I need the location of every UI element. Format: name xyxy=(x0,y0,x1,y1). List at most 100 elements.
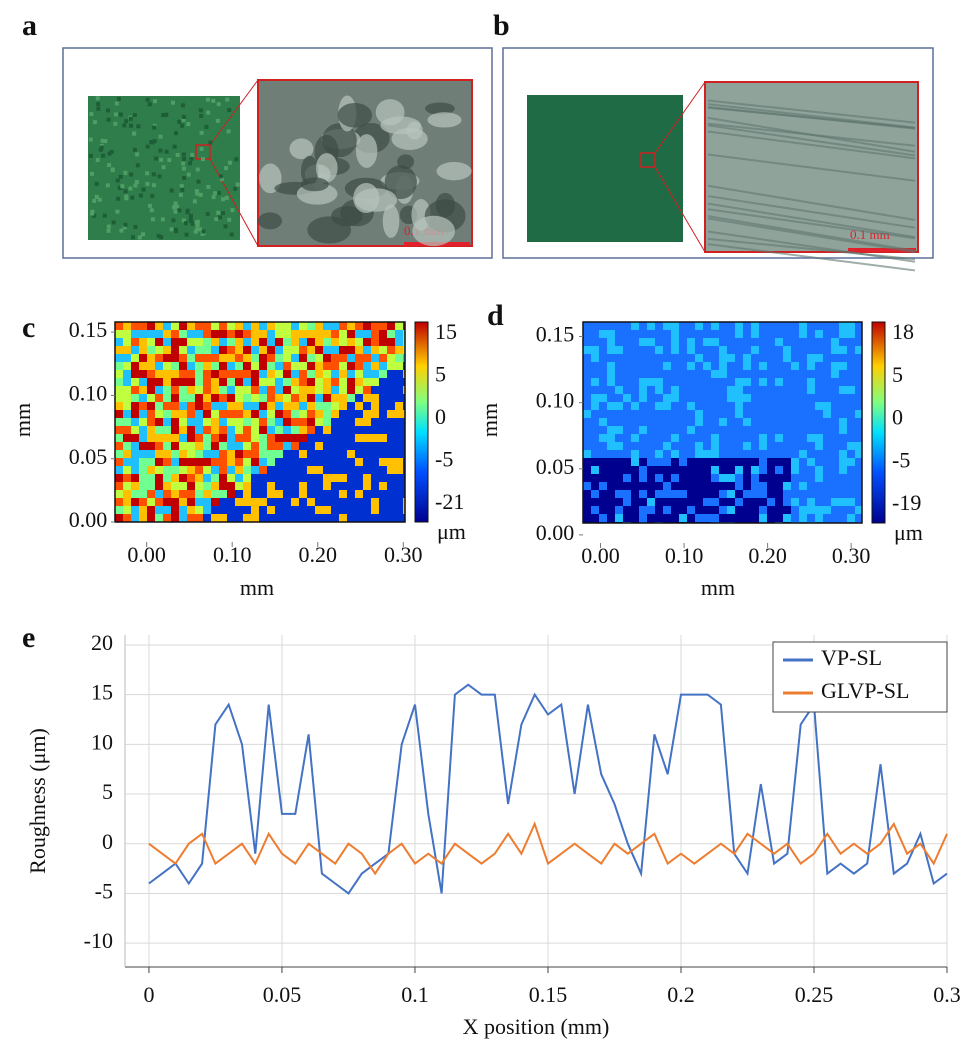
heatmap-cell xyxy=(379,354,387,362)
grain xyxy=(145,97,150,102)
heatmap-cell xyxy=(847,370,855,378)
heatmap-cell xyxy=(671,362,679,370)
heatmap-cell xyxy=(839,354,847,362)
heatmap-cell xyxy=(767,426,775,434)
y-tick-label: -10 xyxy=(84,928,113,953)
heatmap-cell xyxy=(791,434,799,442)
heatmap-cell xyxy=(275,346,283,354)
heatmap-cell xyxy=(299,506,307,514)
heatmap-cell xyxy=(703,346,711,354)
heatmap-cell xyxy=(839,458,847,466)
heatmap-cell xyxy=(331,338,339,346)
heatmap-cell xyxy=(607,450,615,458)
heatmap-cell xyxy=(163,338,171,346)
heatmap-cell xyxy=(179,482,187,490)
heatmap-cell xyxy=(187,346,195,354)
heatmap-cell xyxy=(171,354,179,362)
grain xyxy=(123,170,128,175)
heatmap-cell xyxy=(235,458,243,466)
heatmap-cell xyxy=(599,394,607,402)
heatmap-cell xyxy=(711,426,719,434)
heatmap-cell xyxy=(291,386,299,394)
heatmap-cell xyxy=(775,466,783,474)
heatmap-cell xyxy=(639,322,647,330)
grain xyxy=(132,131,137,136)
heatmap-cell xyxy=(235,450,243,458)
heatmap-cell xyxy=(291,506,299,514)
heatmap-cell xyxy=(267,322,275,330)
heatmap-cell xyxy=(831,514,839,522)
heatmap-cell xyxy=(767,434,775,442)
heatmap-cell xyxy=(187,506,195,514)
heatmap-cell xyxy=(759,418,767,426)
heatmap-cell xyxy=(759,330,767,338)
heatmap-cell xyxy=(647,426,655,434)
heatmap-cell xyxy=(299,490,307,498)
heatmap-cell xyxy=(639,434,647,442)
heatmap-cell xyxy=(847,434,855,442)
heatmap-cell xyxy=(855,466,862,474)
heatmap-cell xyxy=(259,370,267,378)
heatmap-cell xyxy=(695,482,703,490)
heatmap-cell xyxy=(323,346,331,354)
heatmap-cell xyxy=(759,482,767,490)
heatmap-cell xyxy=(775,506,783,514)
heatmap-cell xyxy=(823,378,831,386)
heatmap-cell xyxy=(379,514,387,522)
heatmap-cell xyxy=(251,418,259,426)
heatmap-cell xyxy=(807,474,815,482)
heatmap-cell xyxy=(695,402,703,410)
heatmap-cell xyxy=(719,410,727,418)
heatmap-cell xyxy=(767,346,775,354)
heatmap-cell xyxy=(687,434,695,442)
heatmap-cell xyxy=(115,386,123,394)
grain xyxy=(198,108,203,113)
heatmap-cell xyxy=(187,402,195,410)
heatmap-cell xyxy=(671,506,679,514)
heatmap-cell xyxy=(123,434,131,442)
heatmap-cell xyxy=(187,434,195,442)
heatmap-cell xyxy=(195,410,203,418)
heatmap-cell xyxy=(607,370,615,378)
heatmap-cell xyxy=(583,370,591,378)
heatmap-cell xyxy=(299,450,307,458)
heatmap-cell xyxy=(847,426,855,434)
heatmap-cell xyxy=(379,402,387,410)
heatmap-cell xyxy=(291,498,299,506)
heatmap-cell xyxy=(783,402,791,410)
heatmap-cell xyxy=(855,322,862,330)
grain xyxy=(152,139,157,144)
heatmap-cell xyxy=(155,490,163,498)
heatmap-cell xyxy=(379,506,387,514)
heatmap-cell xyxy=(615,490,623,498)
heatmap-cell xyxy=(323,490,331,498)
heatmap-cell xyxy=(791,474,799,482)
heatmap-cell xyxy=(179,498,187,506)
heatmap-cell xyxy=(647,442,655,450)
heatmap-cell xyxy=(139,330,147,338)
heatmap-cell xyxy=(291,474,299,482)
heatmap-cell xyxy=(591,482,599,490)
heatmap-cell xyxy=(355,442,363,450)
heatmap-cell xyxy=(267,474,275,482)
heatmap-cell xyxy=(727,370,735,378)
heatmap-cell xyxy=(251,362,259,370)
heatmap-cell xyxy=(347,322,355,330)
heatmap-cell xyxy=(615,394,623,402)
grain xyxy=(131,235,136,240)
heatmap-cell xyxy=(679,386,687,394)
heatmap-cell xyxy=(235,402,243,410)
heatmap-cell xyxy=(307,394,315,402)
heatmap-cell xyxy=(743,370,751,378)
heatmap-cell xyxy=(227,442,235,450)
heatmap-cell xyxy=(775,514,783,522)
legend-label: VP-SL xyxy=(821,645,882,670)
heatmap-cell xyxy=(703,482,711,490)
heatmap-cell xyxy=(583,378,591,386)
heatmap-cell xyxy=(275,362,283,370)
heatmap-cell xyxy=(315,466,323,474)
heatmap-cell xyxy=(339,418,347,426)
heatmap-cell xyxy=(703,370,711,378)
heatmap-cell xyxy=(347,354,355,362)
heatmap-cell xyxy=(115,378,123,386)
